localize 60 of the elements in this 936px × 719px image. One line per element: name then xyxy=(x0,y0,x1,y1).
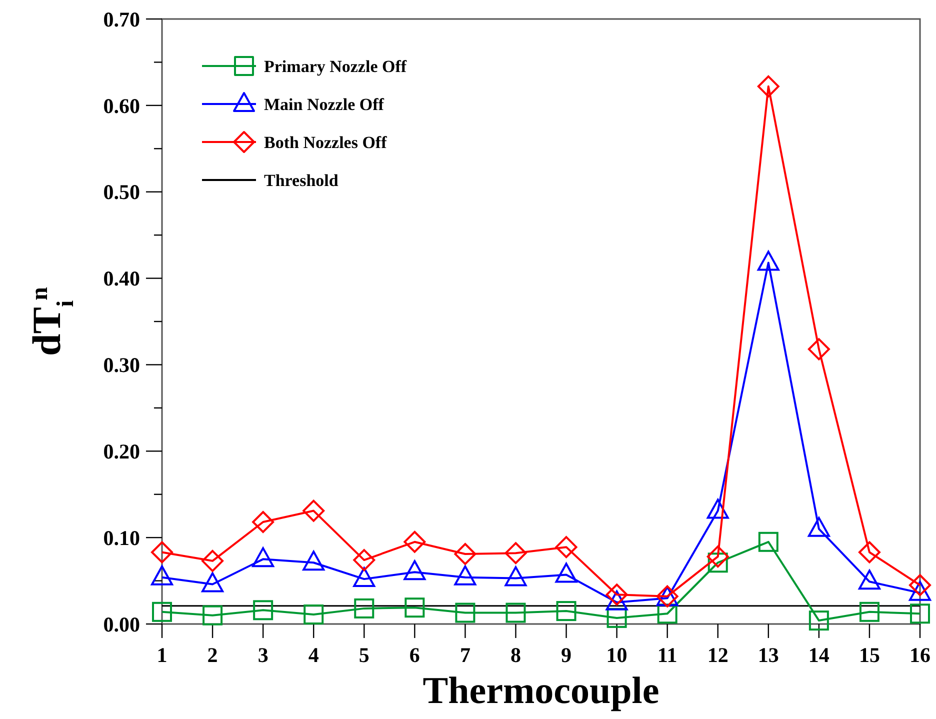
point xyxy=(808,610,829,631)
point xyxy=(708,552,728,573)
y-tick-label: 0.50 xyxy=(103,180,140,204)
point xyxy=(252,511,274,534)
point xyxy=(606,584,628,606)
x-tick-label: 4 xyxy=(308,643,320,667)
x-tick-label: 3 xyxy=(258,643,268,667)
point xyxy=(910,604,930,624)
point xyxy=(202,605,223,626)
x-tick-label: 14 xyxy=(808,643,830,667)
point xyxy=(253,600,274,620)
point xyxy=(152,602,172,622)
y-tick-label: 0.70 xyxy=(103,7,140,32)
point xyxy=(555,536,578,558)
point xyxy=(808,338,830,360)
x-tick-label: 15 xyxy=(858,643,880,667)
x-tick-label: 1 xyxy=(156,643,168,667)
x-tick-label: 2 xyxy=(207,643,218,667)
y-tick-label: 0.00 xyxy=(103,612,140,636)
legend-label: Threshold xyxy=(264,170,339,190)
x-tick-label: 8 xyxy=(510,643,521,667)
y-tick-label: 0.40 xyxy=(103,266,140,291)
x-tick-label: 11 xyxy=(657,643,678,667)
legend-label: Both Nozzles Off xyxy=(264,132,388,152)
point xyxy=(758,532,778,552)
y-tick-label: 0.10 xyxy=(103,526,140,550)
point xyxy=(151,541,173,564)
point xyxy=(556,601,576,622)
x-tick-label: 5 xyxy=(358,643,370,667)
x-tick-label: 12 xyxy=(707,643,728,667)
point xyxy=(404,530,426,553)
x-tick-label: 13 xyxy=(758,643,779,667)
point xyxy=(354,598,374,618)
point xyxy=(404,598,425,618)
y-tick-label: 0.30 xyxy=(103,353,140,378)
legend-label: Main Nozzle Off xyxy=(264,94,384,114)
point xyxy=(909,574,931,596)
point xyxy=(454,542,476,565)
x-tick-label: 7 xyxy=(460,643,470,667)
x-tick-label: 10 xyxy=(606,643,628,667)
point xyxy=(706,546,729,568)
point xyxy=(606,608,627,628)
x-tick-label: 16 xyxy=(910,643,930,667)
legend-label: Primary Nozzle Off xyxy=(264,56,407,76)
point xyxy=(657,604,678,624)
point xyxy=(757,75,780,98)
y-tick-label: 0.20 xyxy=(103,439,140,464)
point xyxy=(202,550,224,572)
point xyxy=(506,602,526,623)
point xyxy=(353,549,376,572)
point xyxy=(304,604,324,624)
y-tick-label: 0.60 xyxy=(103,94,140,118)
point xyxy=(302,500,325,522)
point xyxy=(859,602,880,622)
x-tick-label: 6 xyxy=(409,643,420,667)
point xyxy=(858,541,880,564)
x-tick-label: 9 xyxy=(561,643,572,667)
x-axis-title: Thermocouple xyxy=(422,670,660,712)
point xyxy=(504,542,527,564)
point xyxy=(455,602,476,623)
